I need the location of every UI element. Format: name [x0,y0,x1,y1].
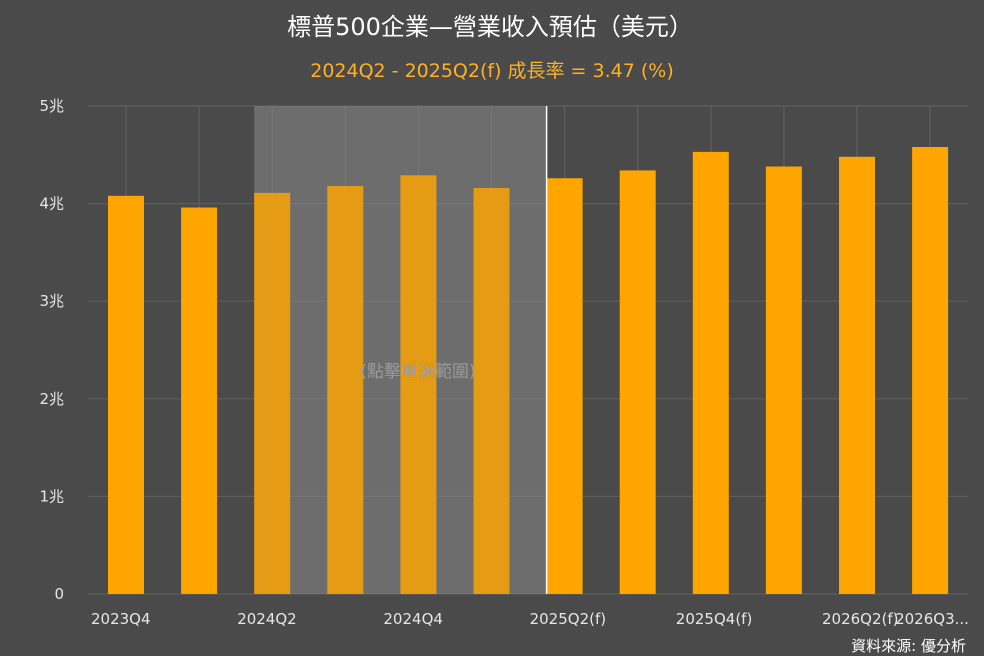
bar-2026Q3(f)[interactable] [912,146,949,594]
chart-title: 標普500企業—營業收入預估（美元） [287,13,693,41]
x-tick-label: 2023Q4 [91,610,151,628]
y-tick-label: 5兆 [39,97,64,115]
bar-2025Q1[interactable] [473,187,510,594]
bar-2024Q1[interactable] [181,207,218,594]
x-tick-label: 2025Q4(f) [676,610,753,628]
bar-2024Q4[interactable] [400,175,437,594]
bar-2024Q3[interactable] [327,186,364,595]
chart-subtitle: 2024Q2 - 2025Q2(f) 成長率 = 3.47 (%) [310,60,674,82]
bar-2026Q1(f)[interactable] [765,166,802,594]
x-axis-labels: 2023Q4 2024Q2 2024Q4 2025Q2(f) 2025Q4(f) 2026… [91,610,969,628]
y-tick-label: 1兆 [39,487,64,505]
y-tick-label: 3兆 [39,292,64,310]
y-tick-label: 2兆 [39,390,64,408]
reselect-range-hint[interactable]: (點擊重選範圍) [360,362,475,382]
bar-2026Q2(f)[interactable] [839,156,875,594]
y-axis-labels: 0 1兆 2兆 3兆 4兆 5兆 [39,97,64,603]
bar-2025Q2(f)[interactable] [546,178,583,594]
x-tick-label: 2026Q2(f) [822,610,899,628]
y-tick-label: 4兆 [39,195,64,213]
source-note: 資料來源: 優分析 [851,637,966,655]
bar-2025Q3(f)[interactable] [619,170,656,594]
bar-2023Q4[interactable] [108,195,144,595]
x-tick-label: 2026Q3... [895,610,969,628]
x-tick-label: 2025Q2(f) [530,610,607,628]
y-tick-label: 0 [54,585,64,603]
bar-2024Q2[interactable] [254,192,291,594]
x-tick-label: 2024Q4 [383,610,443,628]
bars [108,146,949,595]
bar-2025Q4(f)[interactable] [692,151,729,594]
x-tick-label: 2024Q2 [237,610,297,628]
